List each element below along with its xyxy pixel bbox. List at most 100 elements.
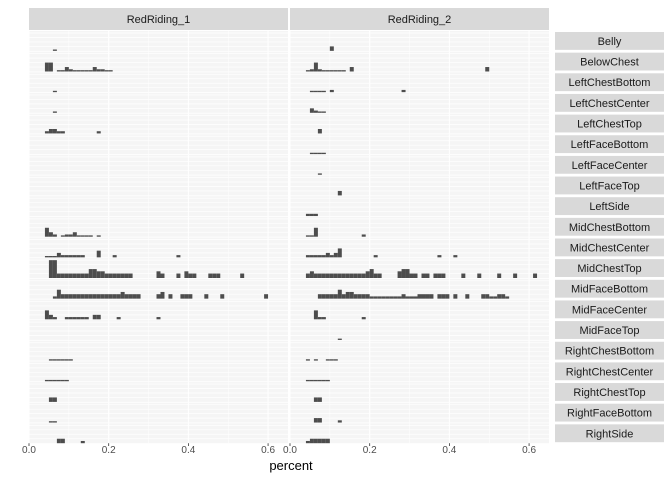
histogram-bar bbox=[329, 70, 334, 72]
histogram-bar bbox=[188, 273, 193, 278]
histogram-bar bbox=[48, 421, 53, 423]
histogram-bar bbox=[60, 438, 65, 444]
histogram-bar bbox=[317, 397, 322, 402]
row-strip-background bbox=[555, 217, 664, 236]
x-tick-label: 0.6 bbox=[261, 445, 275, 456]
histogram-bar bbox=[309, 108, 314, 113]
panel-background bbox=[29, 154, 288, 175]
column-strip-background bbox=[29, 8, 288, 30]
histogram-bar bbox=[52, 421, 57, 423]
histogram-bar bbox=[48, 379, 53, 382]
histogram-bar bbox=[321, 438, 326, 444]
x-axis-title: percent bbox=[269, 458, 313, 473]
histogram-bar bbox=[160, 273, 165, 278]
histogram-bar bbox=[48, 260, 53, 278]
panel-background bbox=[290, 51, 549, 72]
histogram-bar bbox=[313, 227, 318, 237]
panel-background bbox=[29, 113, 288, 134]
histogram-bar bbox=[68, 69, 73, 72]
histogram-bar bbox=[321, 152, 326, 155]
histogram-bar bbox=[533, 273, 538, 278]
histogram-bar bbox=[60, 235, 65, 237]
panel-background bbox=[290, 175, 549, 196]
histogram-bar bbox=[92, 294, 97, 299]
row-strip-background bbox=[555, 73, 664, 92]
histogram-bar bbox=[52, 234, 57, 237]
histogram-bar bbox=[100, 271, 105, 278]
x-tick-label: 0.2 bbox=[102, 445, 116, 456]
histogram-bar bbox=[329, 46, 334, 51]
histogram-bar bbox=[481, 294, 486, 299]
histogram-bar bbox=[353, 273, 358, 278]
histogram-bar bbox=[313, 397, 318, 402]
histogram-bar bbox=[68, 359, 73, 361]
histogram-bar bbox=[44, 310, 49, 320]
histogram-bar bbox=[240, 273, 245, 278]
x-tick-label: 0.0 bbox=[283, 445, 297, 456]
histogram-bar bbox=[409, 296, 414, 299]
row-strip-label: LeftSide bbox=[589, 201, 629, 213]
panel-background bbox=[29, 31, 288, 51]
histogram-bar bbox=[80, 440, 85, 444]
histogram-bar bbox=[345, 291, 350, 299]
histogram-bar bbox=[341, 70, 346, 72]
histogram-bar bbox=[56, 252, 61, 258]
histogram-bar bbox=[493, 296, 498, 299]
histogram-bar bbox=[136, 294, 141, 299]
histogram-bar bbox=[56, 70, 61, 72]
histogram-bar bbox=[357, 273, 362, 278]
histogram-bar bbox=[305, 440, 310, 444]
panel-background bbox=[29, 320, 288, 340]
histogram-bar bbox=[505, 296, 510, 299]
x-tick-label: 0.4 bbox=[181, 445, 195, 456]
histogram-bar bbox=[409, 273, 414, 278]
histogram-bar bbox=[305, 379, 310, 382]
row-strip-label: MidChestCenter bbox=[570, 242, 650, 254]
histogram-bar bbox=[313, 90, 318, 93]
panel-background bbox=[29, 216, 288, 237]
histogram-bar bbox=[48, 128, 53, 134]
histogram-bar bbox=[313, 379, 318, 382]
histogram-bar bbox=[52, 90, 57, 93]
histogram-bar bbox=[48, 314, 53, 320]
histogram-bar bbox=[52, 260, 57, 278]
histogram-bar bbox=[76, 235, 81, 237]
row-strip-label: MidChestTop bbox=[577, 263, 641, 275]
histogram-bar bbox=[64, 234, 69, 237]
histogram-bar bbox=[68, 234, 73, 237]
histogram-bar bbox=[377, 273, 382, 278]
histogram-bar bbox=[84, 70, 89, 72]
histogram-bar bbox=[60, 379, 65, 382]
histogram-bar bbox=[317, 438, 322, 444]
histogram-bar bbox=[373, 255, 378, 258]
histogram-bar bbox=[56, 273, 61, 278]
panel-background bbox=[290, 361, 549, 382]
histogram-bar bbox=[321, 70, 326, 72]
histogram-bar bbox=[116, 317, 121, 320]
row-strip-label: MidFaceTop bbox=[580, 325, 640, 337]
histogram-bar bbox=[421, 294, 426, 299]
histogram-bar bbox=[441, 273, 446, 278]
histogram-bar bbox=[52, 256, 57, 258]
histogram-bar bbox=[52, 111, 57, 113]
x-tick-label: 0.0 bbox=[22, 445, 36, 456]
histogram-bar bbox=[337, 338, 342, 340]
histogram-bar bbox=[397, 271, 402, 278]
row-strip-background bbox=[555, 52, 664, 71]
row-strip-label: RightChestCenter bbox=[566, 366, 654, 378]
histogram-bar bbox=[208, 273, 213, 278]
panel-background bbox=[290, 92, 549, 113]
histogram-bar bbox=[361, 234, 366, 237]
column-strip-label: RedRiding_2 bbox=[388, 14, 452, 26]
histogram-bar bbox=[305, 359, 310, 361]
histogram-bar bbox=[112, 255, 117, 258]
histogram-bar bbox=[313, 255, 318, 258]
histogram-bar bbox=[393, 296, 398, 299]
histogram-bar bbox=[264, 294, 269, 299]
histogram-bar bbox=[329, 89, 334, 93]
row-strip-background bbox=[555, 238, 664, 257]
histogram-bar bbox=[329, 273, 334, 278]
histogram-bar bbox=[313, 62, 318, 72]
histogram-bar bbox=[353, 294, 358, 299]
histogram-bar bbox=[80, 235, 85, 237]
